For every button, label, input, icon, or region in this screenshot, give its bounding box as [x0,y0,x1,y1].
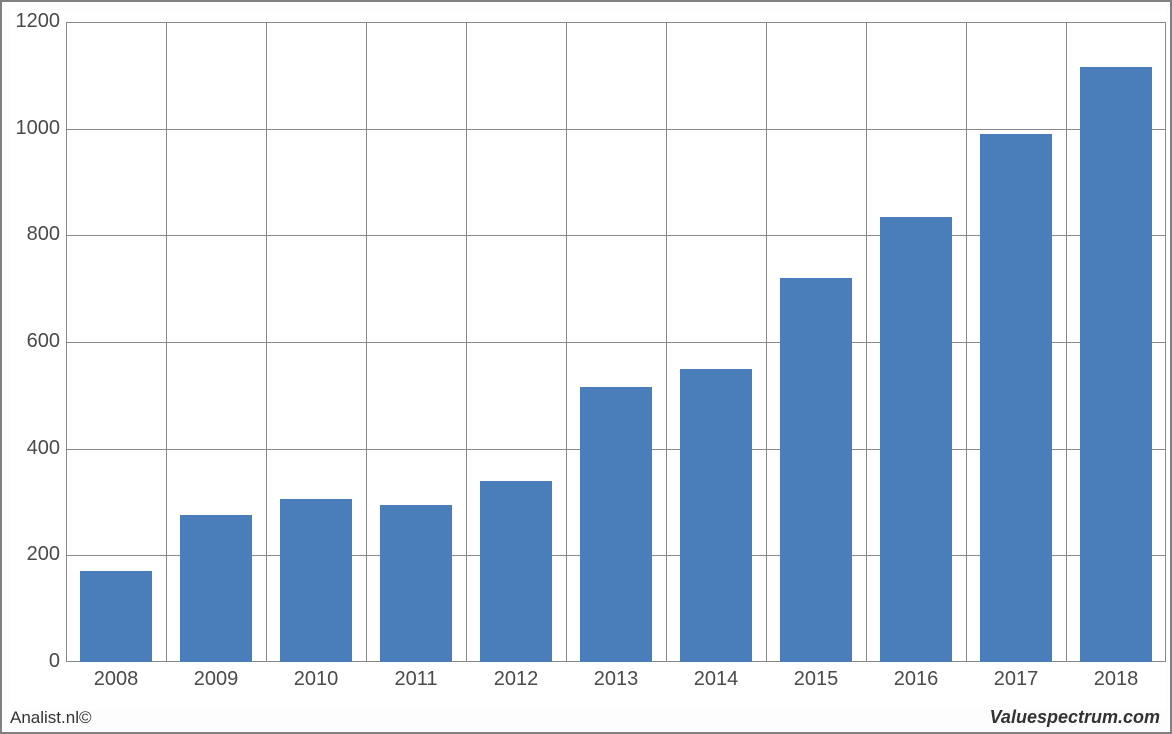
bar [80,571,152,662]
x-tick-label: 2016 [894,668,939,691]
x-tick-label: 2011 [394,668,437,691]
x-tick-label: 2009 [194,668,239,691]
x-tick-label: 2017 [994,668,1039,691]
y-tick-label: 0 [12,650,60,673]
x-tick-label: 2015 [794,668,839,691]
y-tick-label: 1200 [12,10,60,33]
bar [880,217,952,662]
bar [280,499,352,662]
x-tick-label: 2012 [494,668,539,691]
bar [780,278,852,662]
footer-left-credit: Analist.nl© [10,708,92,728]
bar [480,481,552,662]
outer-frame: 0 200 400 600 800 1000 1200 2008 2009 2010 2011 20… [0,0,1172,734]
bar [680,369,752,662]
y-tick-label: 1000 [12,117,60,140]
bar [1080,67,1152,662]
bar [380,505,452,662]
bars-layer [66,22,1166,662]
y-tick-label: 400 [12,437,60,460]
bar [180,515,252,662]
x-tick-label: 2010 [294,668,339,691]
y-tick-label: 800 [12,223,60,246]
chart-frame: 0 200 400 600 800 1000 1200 2008 2009 2010 2011 20… [10,10,1166,710]
y-tick-label: 600 [12,330,60,353]
footer-right-credit: Valuespectrum.com [990,707,1160,728]
y-tick-label: 200 [12,543,60,566]
bar [580,387,652,662]
x-tick-label: 2014 [694,668,739,691]
x-tick-label: 2018 [1094,668,1139,691]
x-tick-label: 2013 [594,668,639,691]
x-tick-label: 2008 [94,668,139,691]
bar [980,134,1052,662]
